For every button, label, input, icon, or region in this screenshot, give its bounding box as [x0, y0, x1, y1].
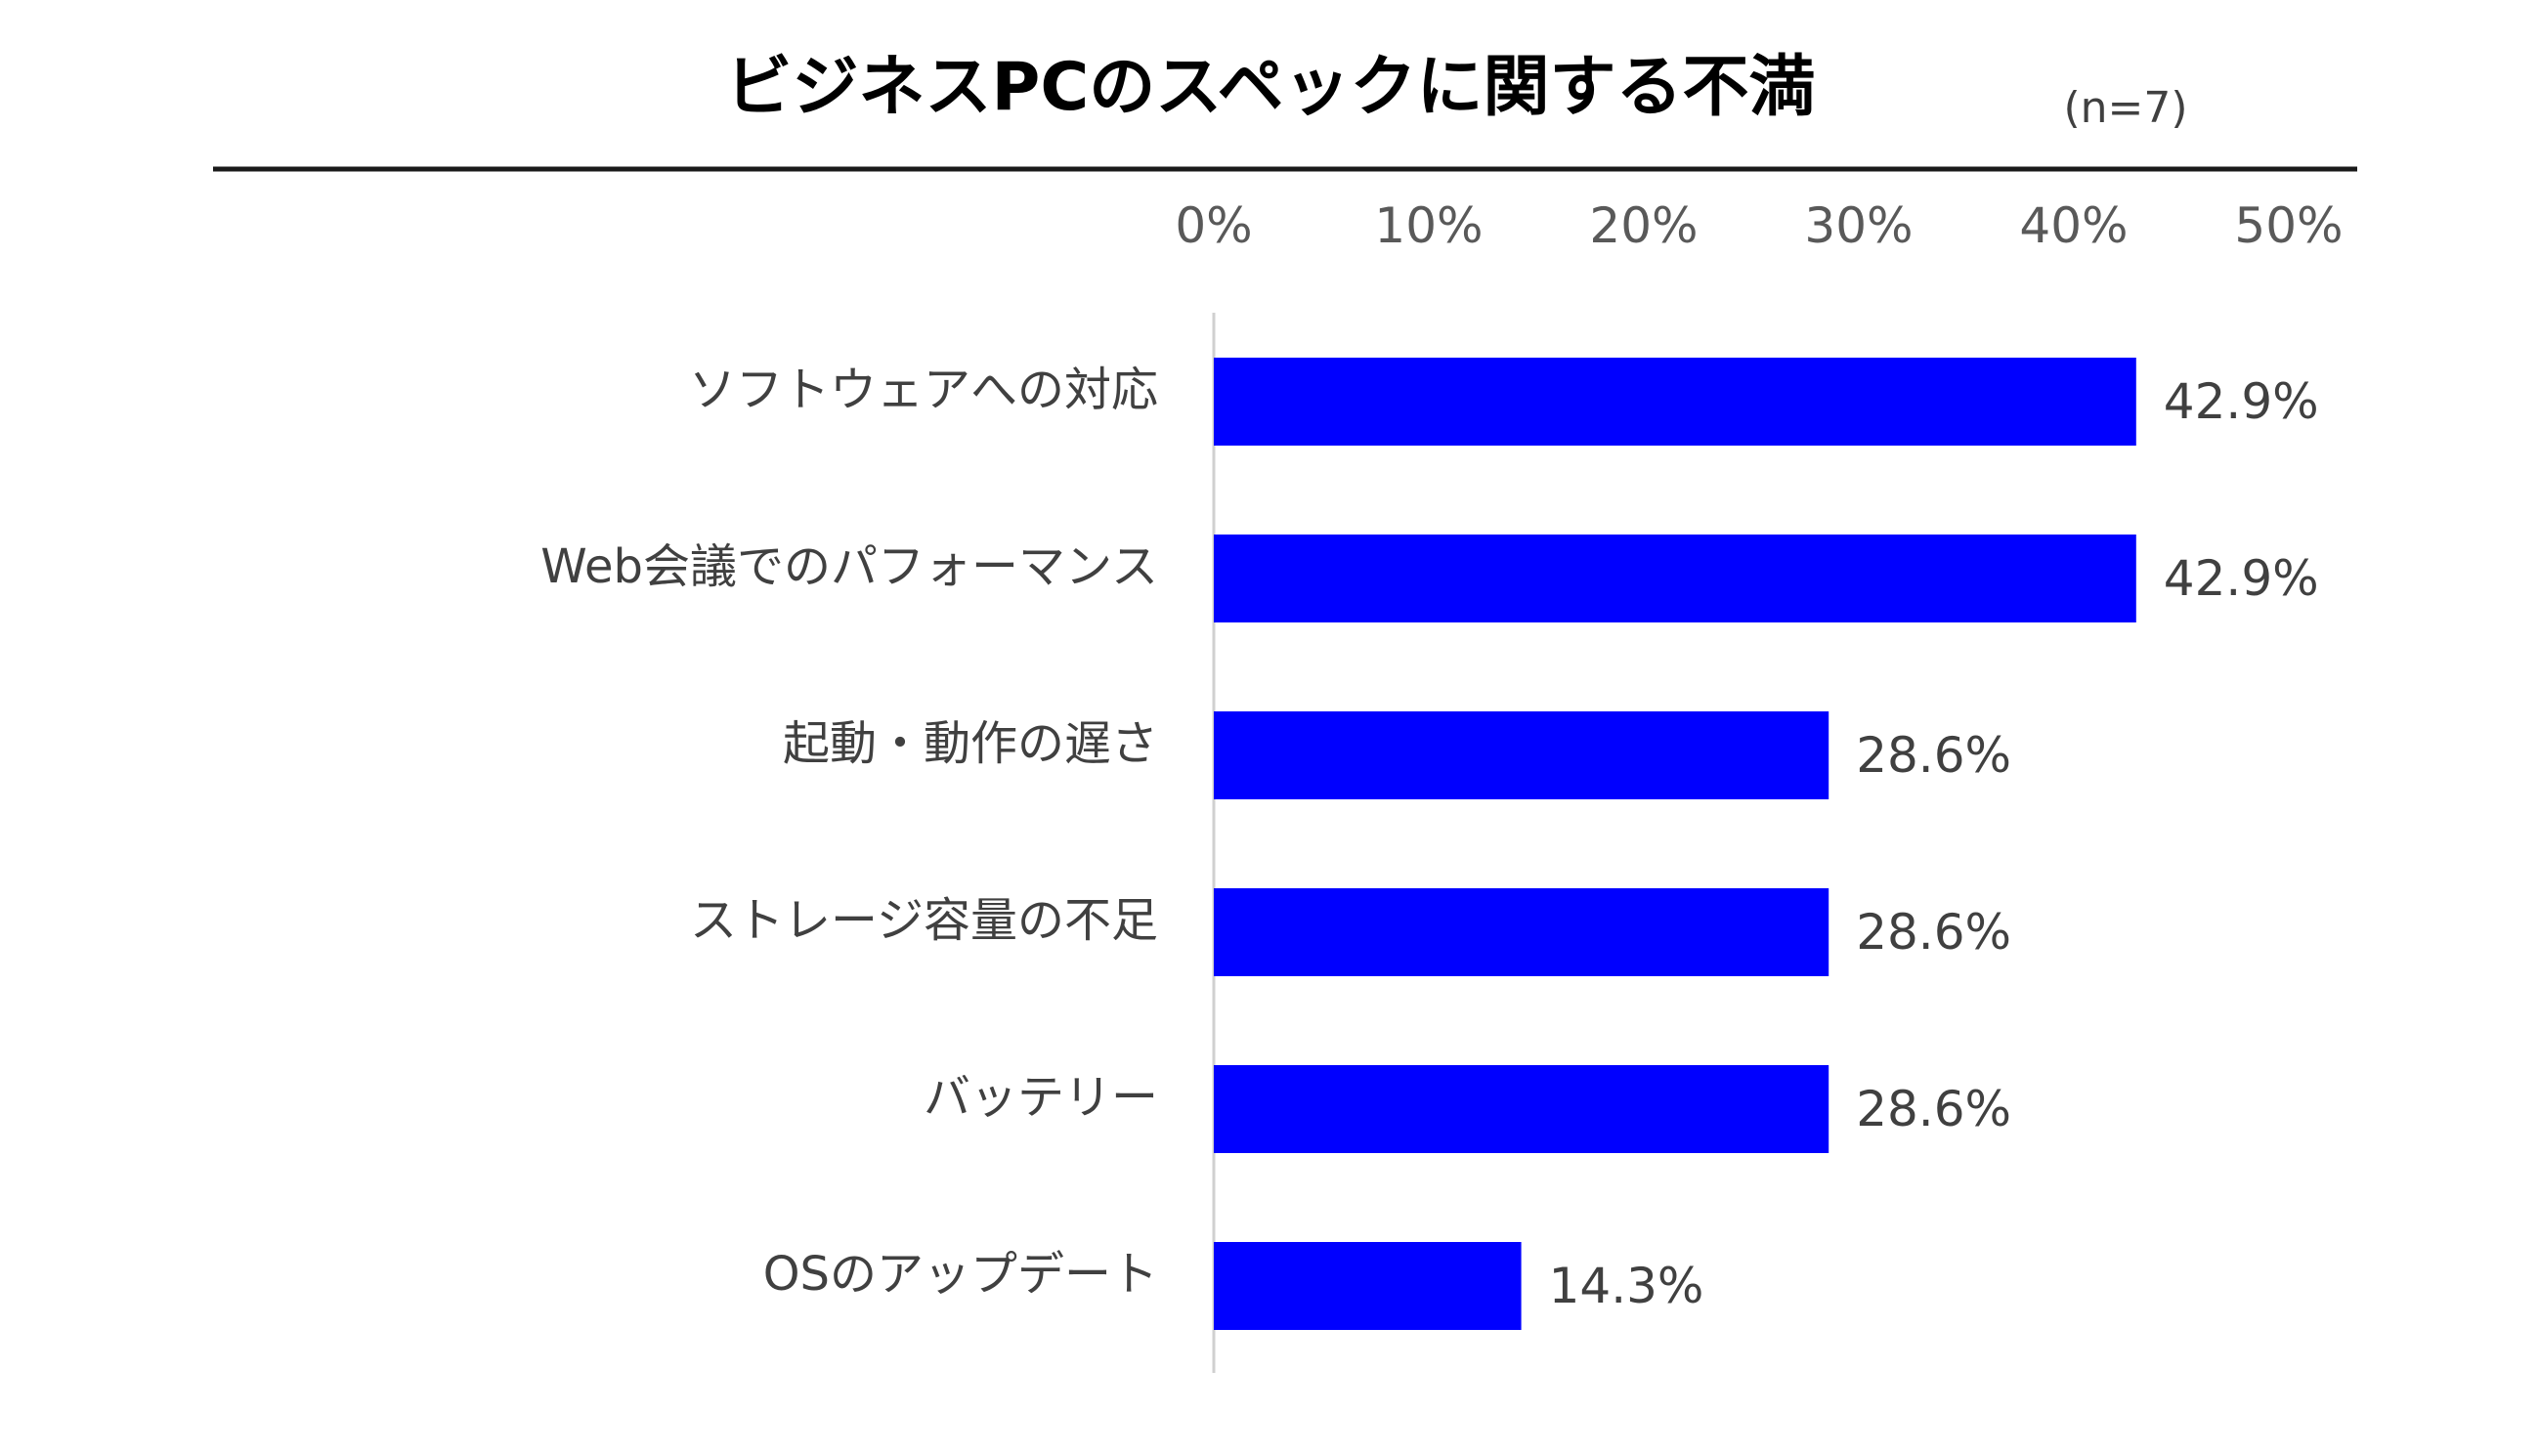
- x-axis-tick-labels: 0% 10% 20% 30% 40% 50%: [1175, 197, 2343, 254]
- chart-title: ビジネスPCのスペックに関する不満: [726, 49, 1816, 126]
- x-tick-label: 30%: [1804, 197, 1913, 254]
- category-label: 起動・動作の遅さ: [783, 716, 1158, 771]
- x-tick-label: 0%: [1175, 197, 1252, 254]
- bar: [1214, 1242, 1522, 1330]
- x-tick-label: 20%: [1589, 197, 1698, 254]
- category-labels: ソフトウェアへの対応 Web会議でのパフォーマンス起動・動作の遅さストレージ容量の…: [540, 363, 1158, 1302]
- value-label: 14.3%: [1549, 1258, 1704, 1314]
- value-label: 42.9%: [2164, 550, 2319, 607]
- bar: [1214, 1065, 1829, 1153]
- bar: [1214, 888, 1829, 976]
- sample-size-label: (n=7): [2063, 83, 2187, 133]
- category-label: OSのアップデート: [763, 1247, 1158, 1302]
- value-labels: 42.9% 42.9% 28.6% 28.6% 28.6% 14.3%: [1549, 373, 2319, 1314]
- bar: [1214, 711, 1829, 799]
- bars: [1214, 358, 2136, 1330]
- x-tick-label: 50%: [2234, 197, 2343, 254]
- bar: [1214, 358, 2136, 446]
- x-tick-label: 10%: [1374, 197, 1483, 254]
- value-label: 42.9%: [2164, 373, 2319, 430]
- value-label: 28.6%: [1856, 1081, 2011, 1137]
- category-label: Web会議でのパフォーマンス: [540, 539, 1158, 594]
- category-label: ソフトウェアへの対応: [689, 363, 1158, 417]
- value-label: 28.6%: [1856, 727, 2011, 784]
- bar: [1214, 535, 2136, 622]
- x-tick-label: 40%: [2019, 197, 2128, 254]
- category-label: ストレージ容量の不足: [690, 893, 1158, 948]
- category-label: バッテリー: [924, 1070, 1158, 1125]
- value-label: 28.6%: [1856, 904, 2011, 961]
